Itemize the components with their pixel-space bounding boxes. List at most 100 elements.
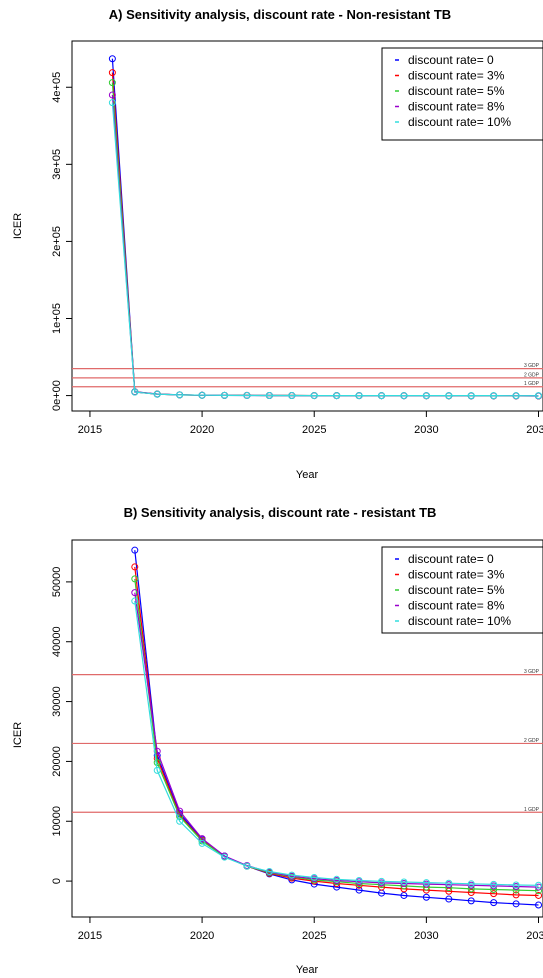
- b-series-3-point-3: [198, 835, 206, 843]
- a-x-tick-label-4: 2035: [526, 424, 543, 436]
- chart-a-y-axis-label: ICER: [12, 213, 24, 239]
- b-legend-label-0: discount rate= 0: [408, 552, 494, 566]
- b-series-4-point-4: [221, 853, 229, 861]
- b-series-4-point-17: [512, 881, 520, 889]
- b-series-4-point-10: [355, 876, 363, 884]
- chart-b-y-axis-label: ICER: [12, 722, 24, 748]
- b-series-4-point-18: [535, 881, 543, 889]
- a-series-4-point-7: [265, 392, 273, 400]
- b-y-tick-label-0: 0: [51, 878, 63, 884]
- a-x-tick-label-3: 2030: [414, 424, 438, 436]
- a-x-tick-label-0: 2015: [78, 424, 102, 436]
- a-series-4-point-6: [243, 391, 251, 399]
- b-x-tick-label-1: 2020: [190, 930, 214, 942]
- b-series-4-point-2: [176, 817, 184, 825]
- a-legend-label-3: discount rate= 8%: [408, 100, 505, 114]
- b-series-2-point-1: [153, 759, 161, 767]
- b-series-4-point-1: [153, 766, 161, 774]
- a-legend-label-4: discount rate= 10%: [408, 115, 511, 129]
- a-legend-label-0: discount rate= 0: [408, 53, 494, 67]
- b-series-2-point-12: [400, 882, 408, 890]
- a-x-tick-label-2: 2025: [302, 424, 326, 436]
- a-series-4-point-18: [512, 392, 520, 400]
- b-series-0-point-15: [467, 897, 475, 905]
- chart-a-legend: discount rate= 0 discount rate= 3% discoun…: [381, 47, 543, 141]
- b-series-4-point-13: [422, 879, 430, 887]
- a-y-tick-label-0: 0e+00: [51, 380, 63, 411]
- chart-a-series: [108, 55, 543, 400]
- b-series-4-point-12: [400, 878, 408, 886]
- a-series-4-point-10: [333, 392, 341, 400]
- chart-a: A) Sensitivity analysis, discount rate -…: [12, 7, 543, 481]
- b-series-4-point-8: [310, 874, 318, 882]
- b-series-1-point-16: [490, 890, 498, 898]
- a-series-4-point-15: [445, 392, 453, 400]
- a-series-line-4: [111, 102, 539, 397]
- b-series-4-point-16: [490, 880, 498, 888]
- b-y-tick-label-4: 40000: [51, 626, 63, 657]
- b-y-tick-label-1: 10000: [51, 806, 63, 837]
- a-series-4-point-0: [108, 99, 116, 107]
- chart-b-ref-lines: 3 GDP 2 GDP 1 GDP: [72, 669, 543, 813]
- b-series-0-point-14: [445, 895, 453, 903]
- chart-a-x-axis-label: Year: [296, 469, 319, 481]
- b-series-0-point-0: [131, 546, 139, 554]
- b-ref-label-2: 1 GDP: [524, 807, 540, 813]
- a-series-4-point-5: [221, 391, 229, 399]
- a-series-4-point-19: [535, 392, 543, 400]
- chart-b-x-axis-label: Year: [296, 964, 319, 976]
- chart-b-title: B) Sensitivity analysis, discount rate -…: [124, 505, 437, 520]
- b-y-tick-label-5: 50000: [51, 567, 63, 598]
- a-x-tick-label-1: 2020: [190, 424, 214, 436]
- b-series-4-point-7: [288, 871, 296, 879]
- a-series-4-point-8: [288, 392, 296, 400]
- b-legend-label-1: discount rate= 3%: [408, 568, 505, 582]
- a-legend-label-1: discount rate= 3%: [408, 69, 505, 83]
- b-x-tick-label-3: 2030: [414, 930, 438, 942]
- b-series-0-point-18: [535, 901, 543, 909]
- b-x-tick-label-4: 2035: [526, 930, 543, 942]
- b-series-4-point-14: [445, 879, 453, 887]
- b-series-4-point-11: [378, 877, 386, 885]
- a-legend-box: [381, 47, 543, 141]
- a-series-4-point-4: [198, 391, 206, 399]
- chart-b-x-ticks: 2015 2020 2025 2030 2035: [78, 917, 543, 942]
- b-series-4-point-3: [198, 839, 206, 847]
- b-series-2-point-18: [535, 887, 543, 895]
- b-y-tick-label-2: 20000: [51, 746, 63, 777]
- b-series-1-point-18: [535, 891, 543, 899]
- b-series-0-point-10: [355, 886, 363, 894]
- a-series-4-point-13: [400, 392, 408, 400]
- b-series-0-point-12: [400, 891, 408, 899]
- b-series-0-point-17: [512, 900, 520, 908]
- chart-a-plot-frame: [71, 40, 543, 412]
- a-series-4-point-14: [422, 392, 430, 400]
- chart-b: B) Sensitivity analysis, discount rate -…: [12, 505, 543, 976]
- a-series-4-point-11: [355, 392, 363, 400]
- b-legend-label-2: discount rate= 5%: [408, 583, 505, 597]
- chart-a-ref-lines: 3 GDP 2 GDP 1 GDP: [72, 363, 543, 388]
- a-ref-label-0: 3 GDP: [524, 363, 540, 369]
- b-series-3-point-0: [131, 589, 139, 597]
- b-series-0-point-16: [490, 899, 498, 907]
- b-ref-label-0: 3 GDP: [524, 669, 540, 675]
- b-legend-label-3: discount rate= 8%: [408, 599, 505, 613]
- b-series-line-2: [134, 578, 539, 892]
- b-legend-box: [381, 546, 543, 634]
- b-series-0-point-13: [422, 893, 430, 901]
- a-series-4-point-12: [378, 392, 386, 400]
- a-y-tick-label-2: 2e+05: [51, 226, 63, 257]
- a-series-4-point-3: [176, 391, 184, 399]
- a-series-4-point-16: [467, 392, 475, 400]
- a-series-4-point-17: [490, 392, 498, 400]
- a-ref-label-1: 2 GDP: [524, 372, 540, 378]
- a-series-4-point-1: [131, 388, 139, 396]
- a-series-3-point-0: [108, 91, 116, 99]
- chart-b-series: [131, 546, 543, 909]
- b-x-tick-label-0: 2015: [78, 930, 102, 942]
- b-series-4-point-5: [243, 862, 251, 870]
- a-y-tick-label-4: 4e+05: [51, 72, 63, 103]
- b-y-tick-label-3: 30000: [51, 686, 63, 717]
- b-series-4-point-6: [265, 868, 273, 876]
